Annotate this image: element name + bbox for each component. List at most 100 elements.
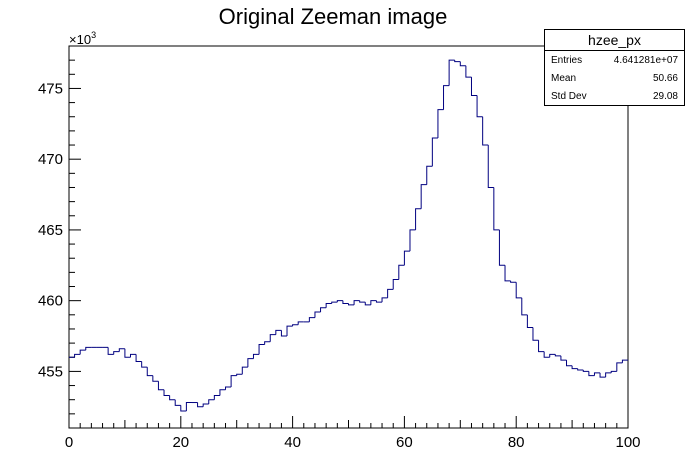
histogram-bin: [336, 300, 343, 303]
histogram-bin: [348, 303, 355, 306]
histogram-bin: [113, 351, 120, 355]
stats-label: Entries: [551, 54, 583, 66]
histogram-bin: [241, 366, 248, 375]
histogram-bin: [79, 349, 86, 355]
x-tick-label: 60: [396, 434, 413, 451]
histogram-bin: [258, 344, 265, 355]
histogram-bin: [515, 282, 522, 299]
histogram-bin: [420, 184, 427, 209]
histogram-bin: [454, 60, 461, 63]
histogram-bin: [375, 300, 383, 303]
histogram-bin: [197, 402, 204, 408]
histogram-bin: [549, 353, 556, 358]
histogram-bin: [577, 368, 584, 371]
histogram-bin: [582, 369, 589, 372]
histogram-bin: [532, 327, 539, 341]
histogram-bin: [409, 229, 416, 252]
histogram-bin: [252, 353, 260, 359]
histogram-bin: [459, 61, 466, 67]
histogram-bin: [230, 375, 237, 387]
histogram-bin: [482, 116, 489, 146]
histogram-bin: [364, 302, 371, 306]
histogram-bin: [124, 348, 131, 358]
histogram-bin: [381, 297, 388, 303]
stats-row-mean: Mean 50.66: [545, 69, 684, 87]
histogram-bin: [543, 351, 550, 358]
histogram-bin: [286, 325, 293, 337]
histogram-bin: [403, 250, 410, 266]
histogram-bin: [510, 280, 517, 283]
histogram-bin: [163, 389, 170, 396]
histogram-bin: [398, 264, 405, 280]
y-tick-label: 455: [38, 363, 63, 380]
y-axis-multiplier-base: ×10: [69, 32, 91, 47]
stats-row-std-dev: Std Dev 29.08: [545, 87, 684, 105]
stats-value: 29.08: [652, 90, 678, 102]
stats-title: hzee_px: [545, 30, 684, 51]
histogram-bin: [308, 317, 315, 322]
y-axis-multiplier-exponent: 3: [91, 30, 96, 40]
histogram-bin: [213, 394, 220, 400]
histogram-bin: [275, 329, 282, 335]
histogram-bin: [107, 347, 114, 355]
histogram-bin: [202, 403, 209, 407]
histogram-bin: [264, 341, 271, 345]
stats-value: 50.66: [652, 72, 678, 84]
histogram-bin: [493, 187, 500, 231]
histogram-bin: [280, 330, 288, 337]
histogram-bin: [370, 300, 377, 305]
histogram-bin: [129, 353, 137, 358]
histogram-bin: [605, 372, 612, 378]
histogram-bin: [387, 288, 394, 298]
histogram-bin: [118, 348, 125, 352]
histogram-bin: [135, 354, 142, 363]
histogram-bin: [498, 229, 506, 266]
histogram-bin: [431, 137, 438, 167]
x-tick-label: 0: [65, 434, 73, 451]
histogram-bin: [521, 297, 528, 316]
histogram-bin: [359, 300, 366, 303]
histogram-bin: [225, 386, 232, 390]
x-tick-label: 40: [284, 434, 301, 451]
histogram-bin: [616, 362, 623, 372]
histogram-bin: [342, 300, 349, 304]
histogram-bin: [219, 389, 226, 396]
histogram-bin: [208, 399, 215, 404]
histogram-bin: [470, 77, 478, 97]
histogram-bin: [314, 311, 321, 318]
y-tick-label: 475: [38, 80, 63, 97]
histogram-bin: [504, 265, 511, 282]
stats-row-entries: Entries 4.641281e+07: [545, 51, 684, 69]
axes: 0 20 40 60 80 100 455 460 465 470 475: [38, 45, 641, 451]
stats-label: Mean: [551, 72, 577, 84]
histogram-bin: [610, 370, 617, 373]
histogram-bin: [325, 302, 332, 308]
histogram-layer: [69, 59, 628, 412]
stats-box: hzee_px Entries 4.641281e+07 Mean 50.66 …: [544, 29, 685, 106]
histogram-bin: [146, 367, 153, 377]
histogram-bin: [331, 301, 338, 304]
y-axis-multiplier: ×103: [69, 30, 96, 47]
y-tick-label: 465: [38, 222, 63, 239]
histogram-bin: [593, 372, 601, 376]
histogram-bin: [157, 381, 165, 391]
y-tick-label: 460: [38, 293, 63, 310]
histogram-bin: [141, 361, 148, 368]
histogram-bin: [571, 365, 578, 370]
histogram-bin: [443, 85, 450, 110]
histogram-bin: [526, 314, 533, 329]
histogram-bin: [152, 375, 159, 382]
histogram-bin: [487, 145, 494, 188]
histogram-bin: [85, 346, 92, 351]
histogram-bin: [415, 208, 422, 230]
histogram-bin: [169, 395, 176, 401]
histogram-bin: [236, 373, 243, 376]
x-tick-label: 20: [172, 434, 189, 451]
histogram-bin: [353, 300, 360, 305]
histogram-bin: [185, 402, 192, 412]
histogram-bin: [297, 321, 304, 325]
histogram-bin: [320, 307, 327, 312]
histogram-bin: [560, 355, 567, 361]
